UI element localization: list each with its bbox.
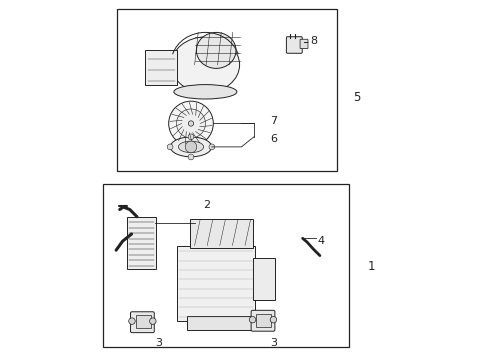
Ellipse shape bbox=[178, 141, 204, 153]
FancyBboxPatch shape bbox=[136, 315, 151, 328]
Text: 1: 1 bbox=[368, 260, 375, 273]
Circle shape bbox=[185, 141, 197, 153]
Text: 4: 4 bbox=[317, 236, 324, 246]
FancyBboxPatch shape bbox=[145, 50, 177, 85]
Text: 7: 7 bbox=[270, 116, 277, 126]
Text: 3: 3 bbox=[155, 338, 162, 348]
Text: 2: 2 bbox=[204, 200, 211, 210]
Circle shape bbox=[149, 318, 156, 324]
FancyBboxPatch shape bbox=[190, 219, 253, 248]
Circle shape bbox=[188, 121, 194, 126]
Circle shape bbox=[167, 144, 173, 150]
Ellipse shape bbox=[171, 37, 240, 93]
Circle shape bbox=[270, 316, 277, 323]
Circle shape bbox=[169, 101, 213, 146]
FancyBboxPatch shape bbox=[177, 246, 255, 321]
Text: 5: 5 bbox=[353, 91, 360, 104]
Text: 3: 3 bbox=[270, 338, 277, 348]
Circle shape bbox=[129, 318, 135, 324]
Circle shape bbox=[188, 154, 194, 160]
Bar bbox=[103, 184, 349, 347]
FancyBboxPatch shape bbox=[256, 314, 271, 327]
Text: 6: 6 bbox=[270, 134, 277, 144]
FancyBboxPatch shape bbox=[286, 37, 302, 53]
FancyBboxPatch shape bbox=[300, 39, 308, 49]
Ellipse shape bbox=[174, 85, 237, 99]
FancyBboxPatch shape bbox=[130, 312, 154, 333]
FancyBboxPatch shape bbox=[253, 258, 274, 300]
Circle shape bbox=[176, 109, 205, 138]
Circle shape bbox=[249, 316, 256, 323]
Circle shape bbox=[209, 144, 215, 150]
Bar bbox=[117, 9, 337, 171]
Circle shape bbox=[188, 134, 194, 140]
Ellipse shape bbox=[171, 137, 212, 157]
Text: 8: 8 bbox=[310, 36, 317, 46]
FancyBboxPatch shape bbox=[187, 316, 257, 330]
FancyBboxPatch shape bbox=[251, 310, 275, 331]
Ellipse shape bbox=[196, 32, 236, 68]
FancyBboxPatch shape bbox=[127, 217, 156, 269]
